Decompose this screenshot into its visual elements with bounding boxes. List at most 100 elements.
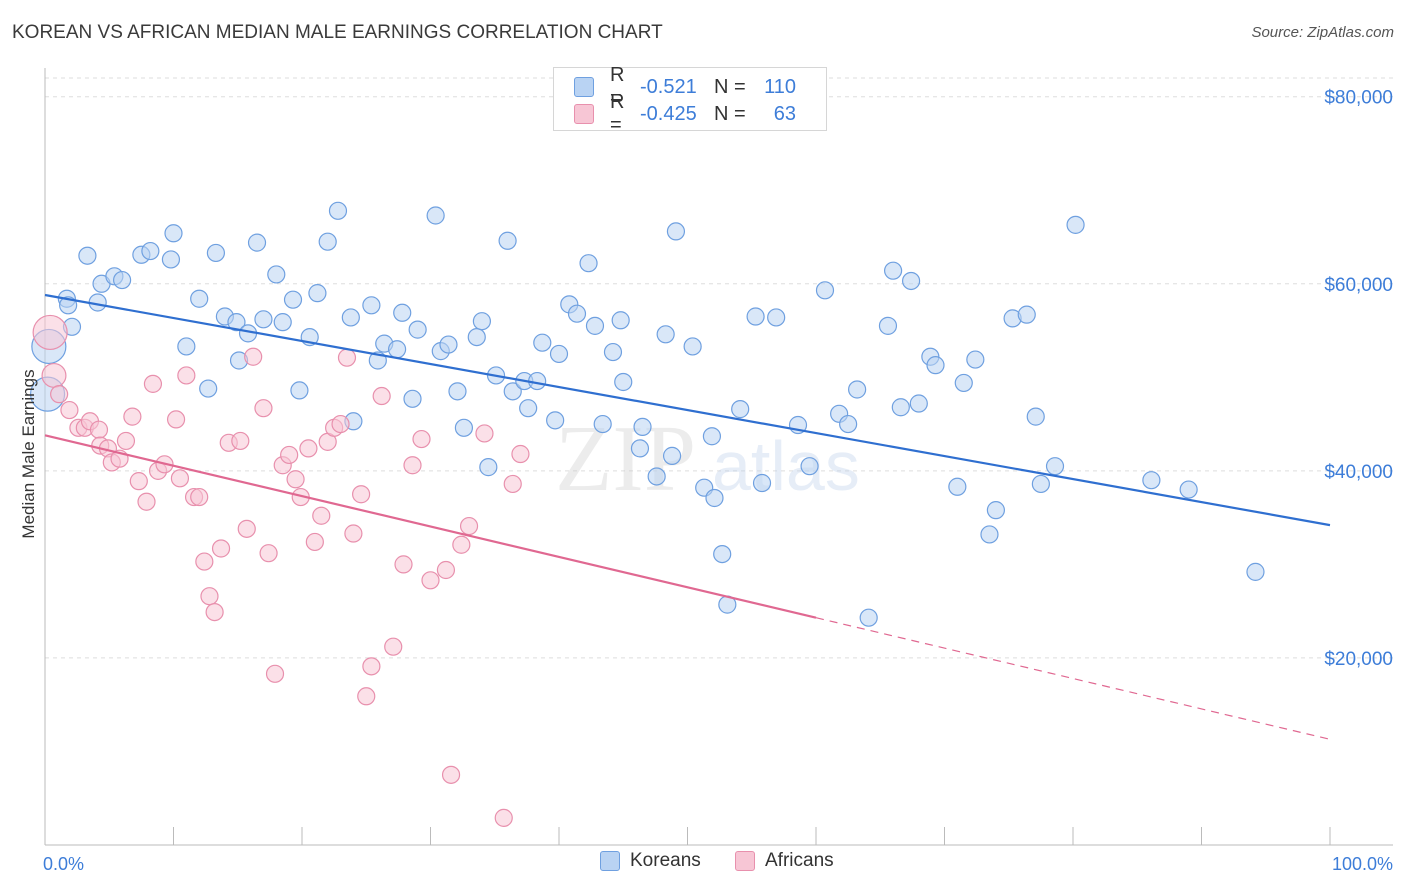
african-point [89, 420, 109, 439]
korean-point [767, 308, 786, 327]
korean-point [579, 254, 598, 273]
korean-point [614, 372, 633, 392]
african-point [211, 539, 231, 558]
y-tick-label: $20,000 [1324, 649, 1393, 670]
african-point [254, 399, 273, 418]
korean-point [839, 414, 858, 434]
korean-point [954, 373, 973, 393]
african-point [357, 687, 376, 706]
legend-swatch-africans [735, 851, 755, 871]
korean-point [683, 337, 702, 356]
african-point [259, 544, 278, 563]
african-point [494, 808, 513, 827]
korean-point [247, 233, 267, 252]
korean-point [647, 467, 666, 486]
african-point [32, 314, 68, 351]
legend-r-label: R = [610, 91, 625, 136]
korean-point [630, 439, 650, 458]
korean-point [883, 261, 903, 280]
legend-row-koreans: R = -0.521 N = 110 [574, 64, 796, 109]
korean-point [848, 380, 867, 399]
korean-point [190, 289, 209, 308]
african-point [190, 487, 209, 507]
legend-swatch-koreans [574, 77, 594, 97]
korean-point [702, 427, 722, 446]
korean-point [479, 458, 498, 477]
korean-point [387, 340, 407, 359]
trend-lines [44, 293, 1331, 740]
african-point [511, 444, 530, 464]
tick-labels: $20,000 $40,000 $60,000 $80,000 0.0% 100.0% [43, 88, 1393, 874]
legend-swatch-koreans [600, 851, 620, 871]
korean-point [267, 265, 286, 284]
african-point [205, 602, 224, 622]
trend-line-africans [44, 434, 817, 619]
korean-point [503, 382, 522, 401]
korean-point [705, 488, 724, 508]
korean-point [662, 446, 682, 465]
legend-n-label: N = [714, 102, 746, 125]
legend-n-value: 110 [764, 75, 796, 98]
legend-label-koreans: Koreans [630, 850, 701, 871]
african-point [412, 429, 431, 449]
korean-point [603, 342, 623, 362]
legend-item-koreans[interactable]: Koreans [600, 850, 701, 872]
korean-point [731, 400, 750, 419]
african-point [200, 587, 219, 606]
african-point [129, 472, 148, 491]
korean-point [206, 243, 226, 263]
korean-point [713, 545, 732, 564]
legend-r-label: R = [610, 64, 625, 109]
watermark: ZIP atlas [555, 407, 860, 511]
korean-point [328, 201, 348, 220]
korean-point [891, 398, 910, 417]
legend-item-africans[interactable]: Africans [735, 850, 834, 872]
korean-point [426, 206, 445, 225]
korean-point [666, 222, 686, 241]
korean-point [585, 316, 605, 335]
y-axis-label: Median Male Earnings [19, 369, 38, 538]
african-point [475, 424, 494, 443]
african-point [337, 348, 357, 367]
korean-point [549, 344, 569, 364]
trend-line-africans-extension [815, 617, 1331, 740]
african-point [231, 431, 250, 451]
korean-point [318, 232, 337, 251]
korean-point [746, 307, 765, 326]
korean-point [308, 284, 327, 303]
african-point [177, 366, 196, 385]
african-point [237, 519, 256, 538]
korean-point [408, 320, 427, 339]
korean-point [227, 313, 246, 332]
african-point [166, 410, 186, 429]
african-point [280, 445, 299, 465]
x-tick-label-min: 0.0% [43, 854, 84, 874]
y-tick-label: $40,000 [1324, 462, 1393, 483]
korean-point [567, 304, 587, 323]
korean-point [533, 333, 552, 352]
legend-label-africans: Africans [765, 850, 834, 871]
korean-point [177, 337, 196, 356]
african-point [372, 386, 391, 406]
korean-point [164, 224, 183, 243]
chart-title: KOREAN VS AFRICAN MEDIAN MALE EARNINGS C… [12, 22, 663, 43]
korean-point [656, 325, 675, 344]
legend-r-value: -0.521 [640, 75, 697, 98]
series-koreans-points [29, 201, 1265, 627]
korean-point [986, 501, 1006, 520]
african-point [394, 555, 413, 574]
x-tick-label-max: 100.0% [1332, 854, 1393, 874]
african-point [60, 400, 79, 420]
korean-point [283, 290, 303, 309]
korean-point [341, 308, 360, 327]
african-point [362, 657, 381, 676]
korean-point [519, 399, 538, 418]
korean-point [78, 246, 97, 265]
trend-line-koreans [44, 293, 1331, 527]
african-point [312, 506, 331, 525]
african-point [286, 470, 305, 489]
african-point [403, 456, 422, 475]
stats-legend: R = -0.521 N = 110 R = -0.425 N = 63 [553, 64, 827, 136]
african-point [50, 385, 69, 404]
african-point [116, 431, 136, 451]
